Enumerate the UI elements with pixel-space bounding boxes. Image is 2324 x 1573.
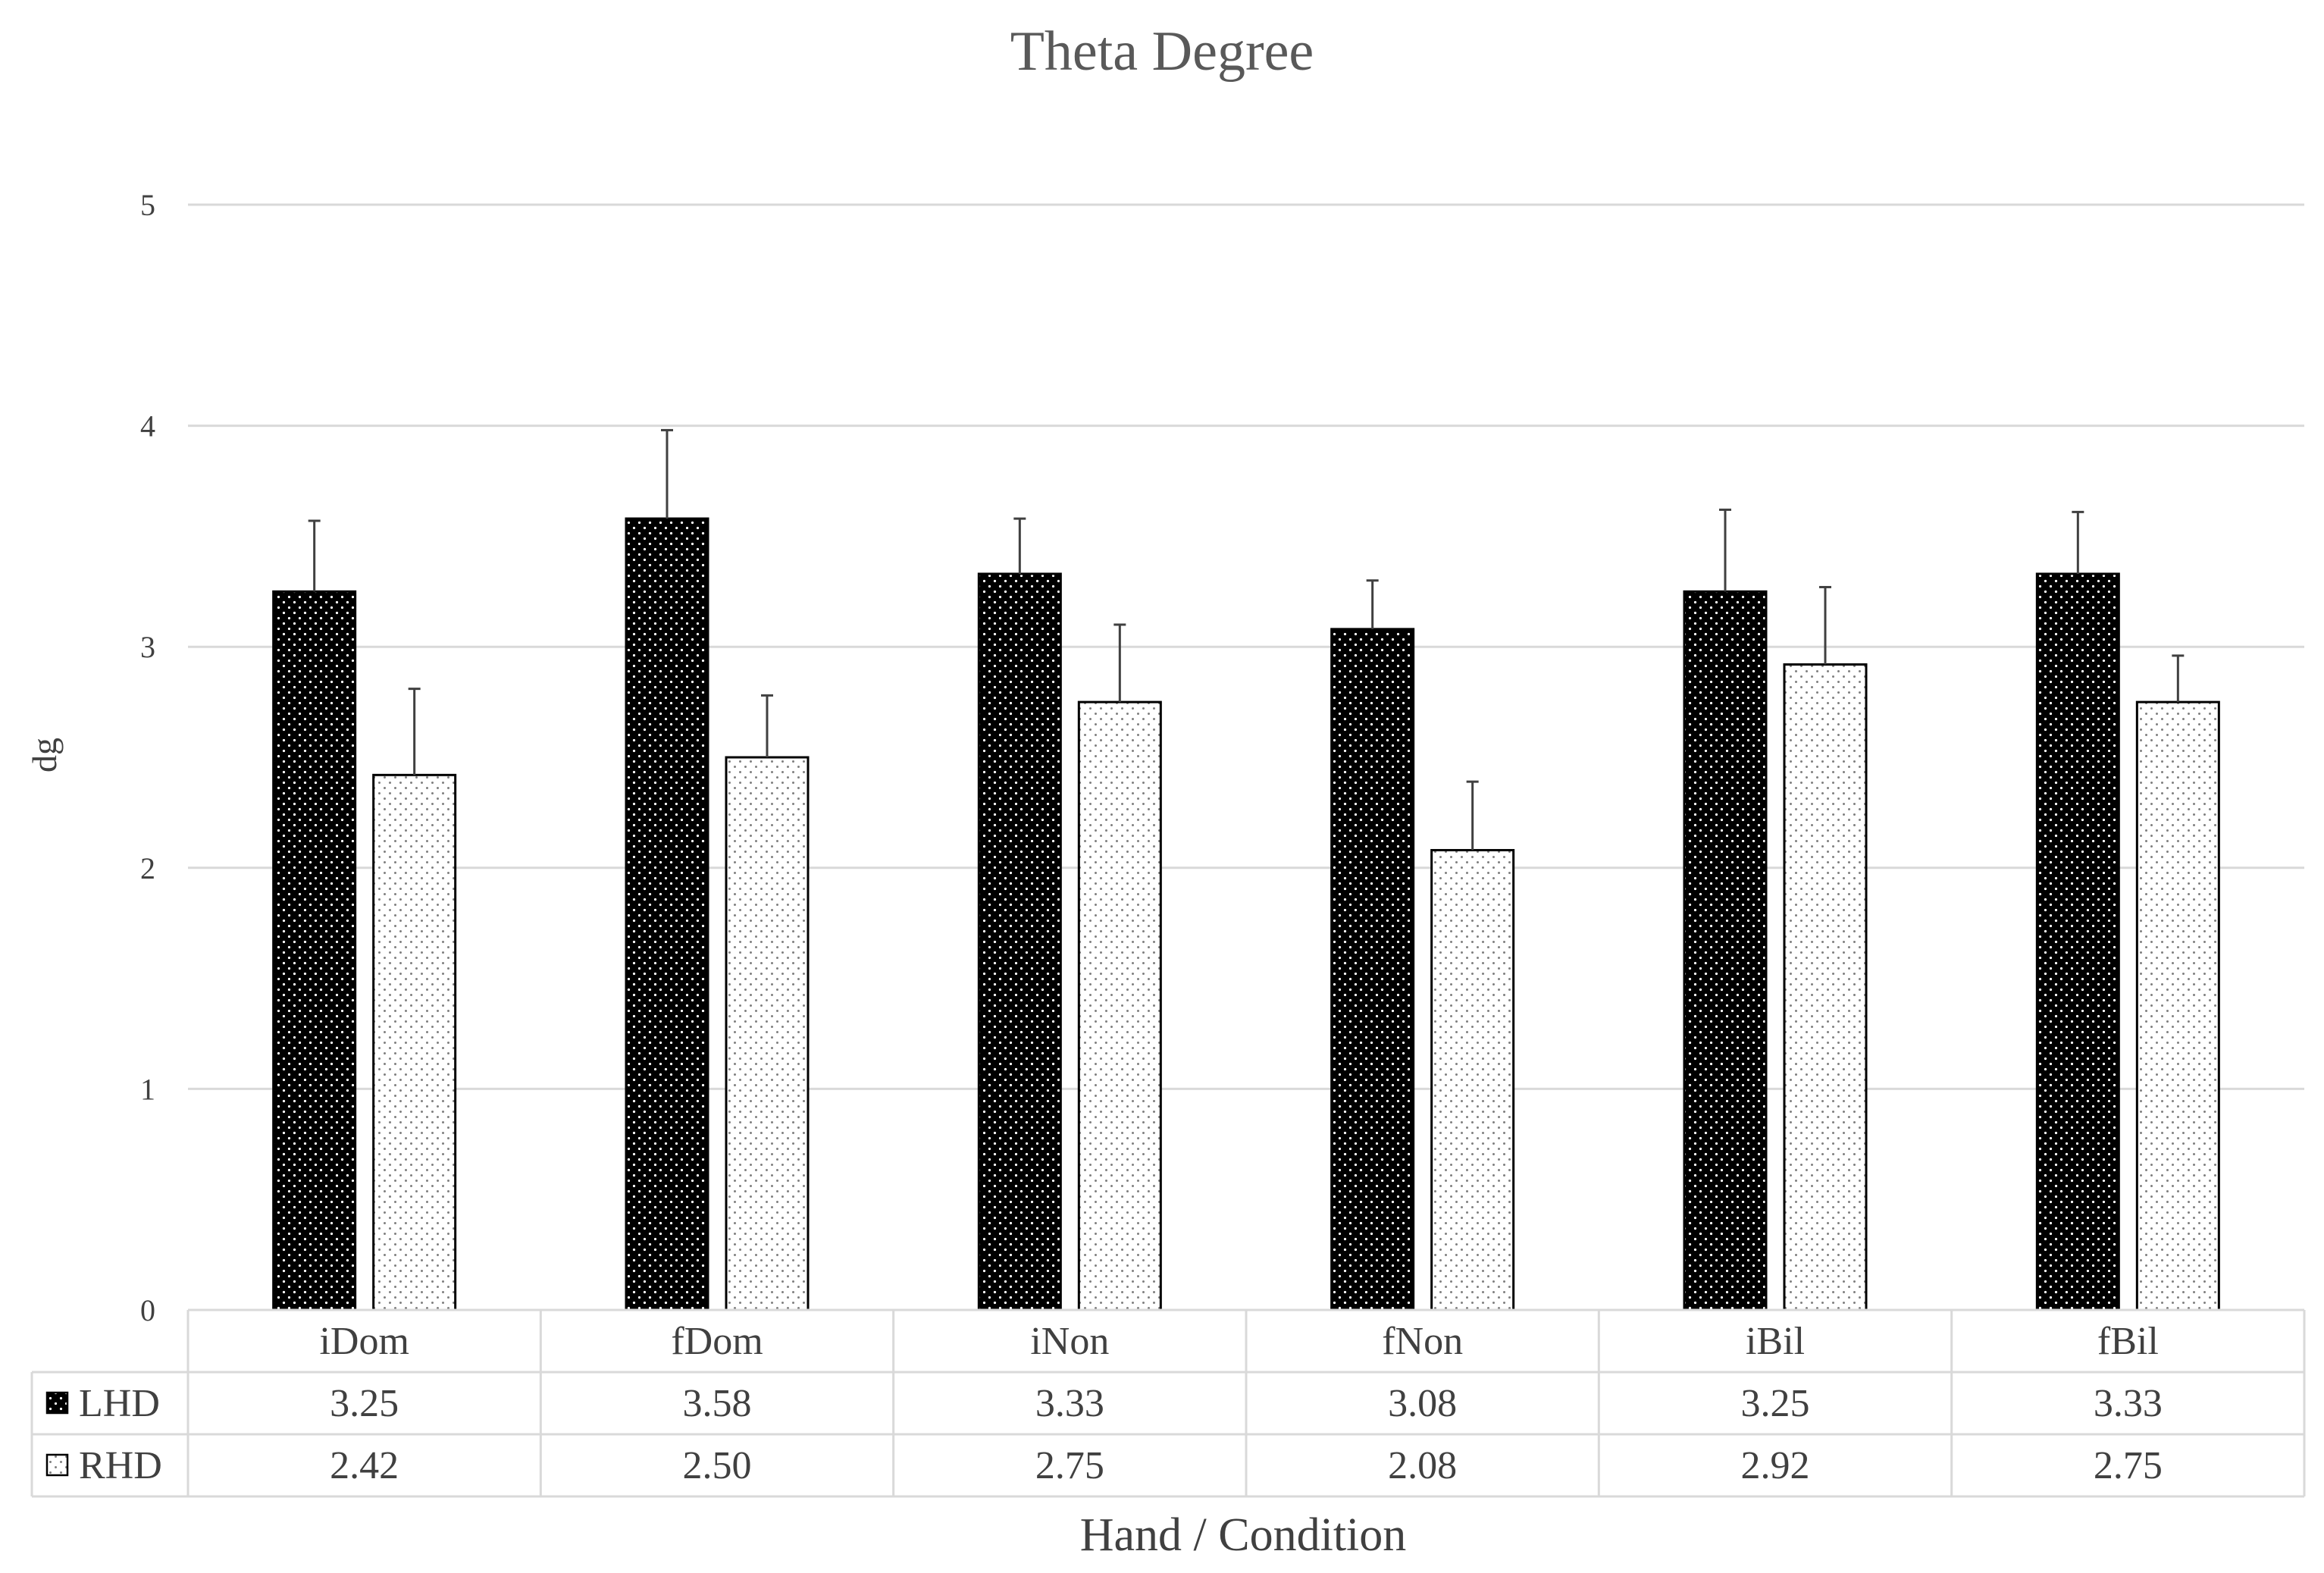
- data-label: 2.75: [1035, 1444, 1104, 1487]
- y-tick-label: 4: [140, 409, 155, 443]
- legend-entry-lhd: LHD: [79, 1382, 160, 1425]
- y-tick-label: 1: [140, 1072, 155, 1106]
- bar-lhd-fdom: [625, 517, 709, 1311]
- y-tick-label: 2: [140, 851, 155, 885]
- error-bar-lhd-fnon: [1366, 579, 1379, 629]
- data-label: 3.33: [1035, 1382, 1104, 1425]
- error-bar-lhd-inon: [1013, 517, 1026, 574]
- data-label: 3.33: [2094, 1382, 2163, 1425]
- bar-lhd-fnon: [1330, 628, 1415, 1311]
- x-tick-label: iNon: [1030, 1320, 1109, 1363]
- x-tick-label: fBil: [2097, 1320, 2159, 1363]
- chart-title: Theta Degree: [1010, 20, 1314, 83]
- bar-rhd-fnon: [1430, 848, 1515, 1311]
- bar-rhd-idom: [372, 773, 457, 1311]
- data-label: 3.25: [1741, 1382, 1810, 1425]
- x-tick-label: fNon: [1382, 1320, 1463, 1363]
- error-bar-lhd-fbil: [2072, 510, 2084, 574]
- error-bar-rhd-fnon: [1466, 780, 1479, 851]
- data-label: 2.92: [1741, 1444, 1810, 1487]
- bar-rhd-inon: [1077, 700, 1162, 1311]
- y-axis-label: dg: [25, 738, 64, 772]
- bar-rhd-ibil: [1783, 663, 1868, 1311]
- error-bar-rhd-ibil: [1819, 585, 1831, 665]
- bar-lhd-inon: [977, 572, 1062, 1311]
- legend-entry-rhd: RHD: [79, 1444, 162, 1487]
- x-tick-label: iBil: [1746, 1320, 1805, 1363]
- bar-lhd-fbil: [2035, 572, 2120, 1311]
- data-label: 2.42: [330, 1444, 399, 1487]
- data-label: 3.08: [1388, 1382, 1457, 1425]
- y-tick-label: 3: [140, 630, 155, 664]
- data-label: 2.50: [683, 1444, 752, 1487]
- legend-swatch-lhd: [45, 1391, 69, 1415]
- data-label: 3.58: [683, 1382, 752, 1425]
- bar-rhd-fbil: [2135, 700, 2220, 1311]
- error-bar-rhd-idom: [408, 688, 421, 776]
- error-bar-lhd-fdom: [661, 428, 673, 519]
- x-axis-label: Hand / Condition: [1080, 1509, 1407, 1561]
- data-label: 2.75: [2094, 1444, 2163, 1487]
- x-tick-label: fDom: [671, 1320, 763, 1363]
- error-bar-lhd-ibil: [1719, 508, 1731, 592]
- bar-lhd-ibil: [1683, 590, 1768, 1311]
- error-bar-rhd-fdom: [761, 694, 773, 757]
- error-bar-rhd-fbil: [2172, 654, 2185, 703]
- bar-rhd-fdom: [725, 756, 810, 1311]
- error-bar-rhd-inon: [1113, 623, 1126, 703]
- legend-swatch-rhd: [45, 1453, 69, 1477]
- bar-lhd-idom: [272, 590, 357, 1311]
- error-bar-lhd-idom: [308, 519, 321, 592]
- y-tick-label: 5: [140, 188, 155, 222]
- data-label: 3.25: [330, 1382, 399, 1425]
- data-label: 2.08: [1388, 1444, 1457, 1487]
- x-tick-label: iDom: [319, 1320, 409, 1363]
- y-tick-label: 0: [140, 1293, 155, 1327]
